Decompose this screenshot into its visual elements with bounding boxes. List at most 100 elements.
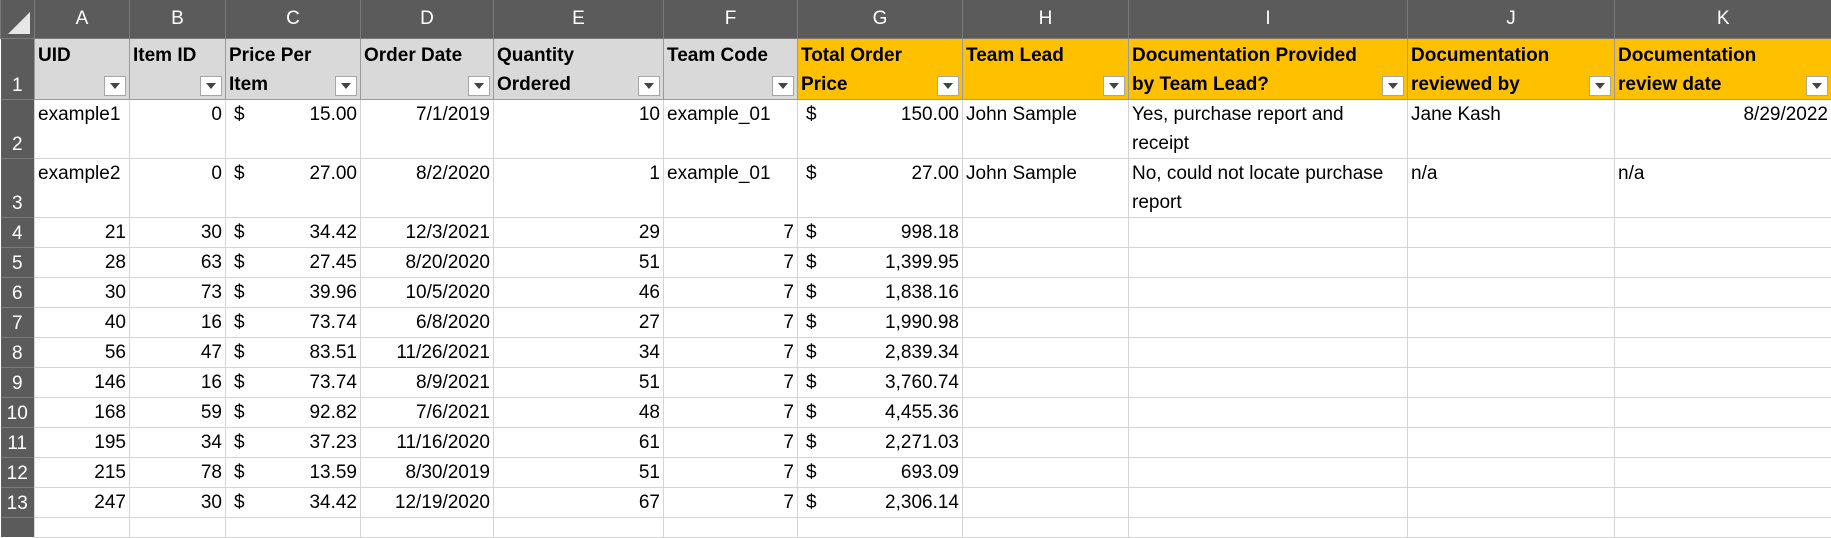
cell-uid[interactable]: 28 <box>35 247 130 277</box>
cell-empty[interactable] <box>1615 517 1831 537</box>
cell-reviewer[interactable] <box>1408 457 1615 487</box>
cell-total[interactable]: $1,838.16 <box>798 277 963 307</box>
cell-review-date[interactable]: n/a <box>1615 158 1831 217</box>
cell-item-id[interactable]: 73 <box>130 277 226 307</box>
cell-doc[interactable] <box>1129 217 1408 247</box>
column-header-cell[interactable]: Documentation reviewed by <box>1408 38 1615 99</box>
cell-doc[interactable] <box>1129 367 1408 397</box>
cell-date[interactable]: 7/6/2021 <box>361 397 494 427</box>
cell-qty[interactable]: 51 <box>494 367 664 397</box>
cell-date[interactable]: 8/30/2019 <box>361 457 494 487</box>
filter-dropdown-button[interactable] <box>1382 76 1404 96</box>
column-header-a[interactable]: A <box>35 0 130 38</box>
cell-team[interactable]: 7 <box>664 427 798 457</box>
cell-uid[interactable]: 168 <box>35 397 130 427</box>
column-header-h[interactable]: H <box>963 0 1129 38</box>
column-header-f[interactable]: F <box>664 0 798 38</box>
cell-review-date[interactable] <box>1615 337 1831 367</box>
column-header-b[interactable]: B <box>130 0 226 38</box>
cell-price[interactable]: $73.74 <box>226 307 361 337</box>
cell-team[interactable]: 7 <box>664 337 798 367</box>
cell-lead[interactable] <box>963 337 1129 367</box>
cell-total[interactable]: $998.18 <box>798 217 963 247</box>
cell-empty[interactable] <box>35 517 130 537</box>
cell-empty[interactable] <box>130 517 226 537</box>
cell-team[interactable]: 7 <box>664 457 798 487</box>
filter-dropdown-button[interactable] <box>1806 76 1828 96</box>
cell-doc[interactable] <box>1129 487 1408 517</box>
column-header-cell[interactable]: Item ID <box>130 38 226 99</box>
column-header-cell[interactable]: Documentation Provided by Team Lead? <box>1129 38 1408 99</box>
row-number[interactable]: 3 <box>1 158 35 217</box>
cell-item-id[interactable]: 16 <box>130 367 226 397</box>
cell-qty[interactable]: 46 <box>494 277 664 307</box>
cell-item-id[interactable]: 30 <box>130 487 226 517</box>
cell-lead[interactable] <box>963 487 1129 517</box>
cell-price[interactable]: $39.96 <box>226 277 361 307</box>
cell-item-id[interactable]: 0 <box>130 158 226 217</box>
cell-lead[interactable] <box>963 307 1129 337</box>
cell-price[interactable]: $13.59 <box>226 457 361 487</box>
cell-doc[interactable]: Yes, purchase report and receipt <box>1129 99 1408 158</box>
cell-total[interactable]: $4,455.36 <box>798 397 963 427</box>
row-number[interactable]: 13 <box>1 487 35 517</box>
cell-price[interactable]: $15.00 <box>226 99 361 158</box>
cell-reviewer[interactable] <box>1408 217 1615 247</box>
cell-total[interactable]: $2,306.14 <box>798 487 963 517</box>
cell-doc[interactable]: No, could not locate purchase report <box>1129 158 1408 217</box>
cell-price[interactable]: $27.45 <box>226 247 361 277</box>
cell-date[interactable]: 12/19/2020 <box>361 487 494 517</box>
cell-review-date[interactable]: 8/29/2022 <box>1615 99 1831 158</box>
cell-total[interactable]: $693.09 <box>798 457 963 487</box>
row-number[interactable] <box>1 517 35 537</box>
cell-reviewer[interactable] <box>1408 397 1615 427</box>
column-header-cell[interactable]: Order Date <box>361 38 494 99</box>
filter-dropdown-button[interactable] <box>200 76 222 96</box>
cell-qty[interactable]: 34 <box>494 337 664 367</box>
cell-doc[interactable] <box>1129 337 1408 367</box>
row-number[interactable]: 1 <box>1 38 35 99</box>
cell-item-id[interactable]: 78 <box>130 457 226 487</box>
cell-price[interactable]: $27.00 <box>226 158 361 217</box>
cell-lead[interactable]: John Sample <box>963 158 1129 217</box>
column-header-d[interactable]: D <box>361 0 494 38</box>
cell-review-date[interactable] <box>1615 367 1831 397</box>
cell-doc[interactable] <box>1129 247 1408 277</box>
cell-doc[interactable] <box>1129 307 1408 337</box>
cell-empty[interactable] <box>1129 517 1408 537</box>
column-header-cell[interactable]: UID <box>35 38 130 99</box>
cell-doc[interactable] <box>1129 277 1408 307</box>
row-number[interactable]: 7 <box>1 307 35 337</box>
cell-qty[interactable]: 10 <box>494 99 664 158</box>
cell-total[interactable]: $1,990.98 <box>798 307 963 337</box>
cell-item-id[interactable]: 30 <box>130 217 226 247</box>
cell-qty[interactable]: 67 <box>494 487 664 517</box>
cell-total[interactable]: $2,839.34 <box>798 337 963 367</box>
cell-date[interactable]: 6/8/2020 <box>361 307 494 337</box>
cell-item-id[interactable]: 16 <box>130 307 226 337</box>
cell-item-id[interactable]: 63 <box>130 247 226 277</box>
cell-uid[interactable]: 146 <box>35 367 130 397</box>
cell-reviewer[interactable] <box>1408 427 1615 457</box>
cell-doc[interactable] <box>1129 457 1408 487</box>
cell-date[interactable]: 8/9/2021 <box>361 367 494 397</box>
filter-dropdown-button[interactable] <box>468 76 490 96</box>
cell-total[interactable]: $27.00 <box>798 158 963 217</box>
cell-price[interactable]: $34.42 <box>226 217 361 247</box>
cell-empty[interactable] <box>963 517 1129 537</box>
cell-price[interactable]: $34.42 <box>226 487 361 517</box>
row-number[interactable]: 6 <box>1 277 35 307</box>
cell-lead[interactable] <box>963 247 1129 277</box>
column-header-k[interactable]: K <box>1615 0 1831 38</box>
cell-date[interactable]: 11/16/2020 <box>361 427 494 457</box>
cell-qty[interactable]: 1 <box>494 158 664 217</box>
cell-item-id[interactable]: 0 <box>130 99 226 158</box>
cell-team[interactable]: example_01 <box>664 99 798 158</box>
cell-qty[interactable]: 48 <box>494 397 664 427</box>
cell-qty[interactable]: 29 <box>494 217 664 247</box>
cell-total[interactable]: $150.00 <box>798 99 963 158</box>
row-number[interactable]: 9 <box>1 367 35 397</box>
column-header-c[interactable]: C <box>226 0 361 38</box>
cell-uid[interactable]: example1 <box>35 99 130 158</box>
cell-uid[interactable]: 56 <box>35 337 130 367</box>
